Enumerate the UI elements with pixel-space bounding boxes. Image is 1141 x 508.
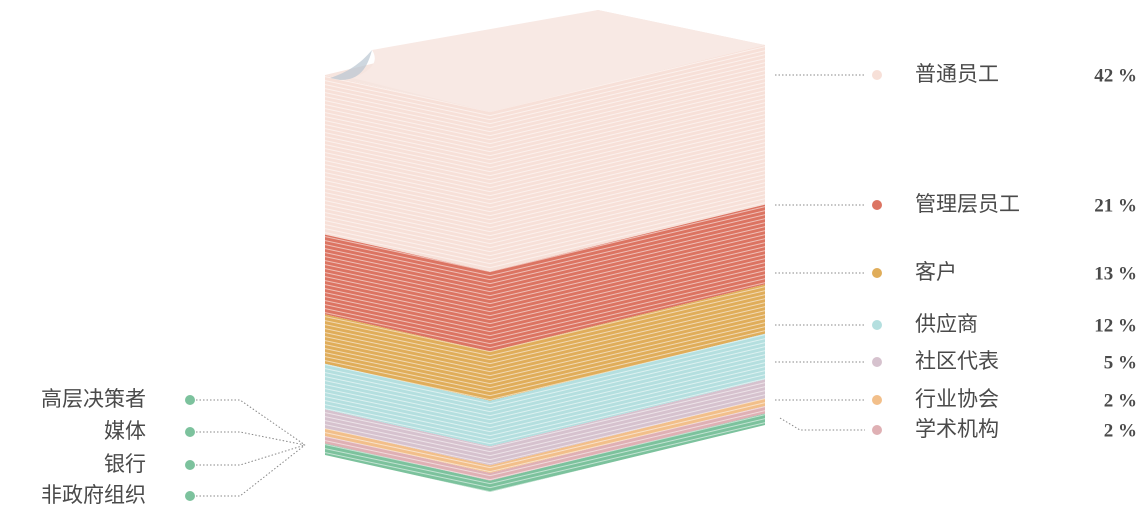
group-dot	[185, 460, 195, 470]
page-curl	[352, 10, 765, 112]
legend-label: 社区代表	[915, 349, 999, 373]
layer-front-stripes	[325, 234, 490, 352]
value-label: 2 %	[1104, 390, 1137, 411]
group-label: 非政府组织	[41, 483, 146, 507]
value-label: 21 %	[1094, 195, 1137, 216]
connector	[196, 431, 306, 446]
group-label: 高层决策者	[41, 387, 146, 411]
layer-front-stripes	[325, 443, 490, 492]
legend-dot	[872, 70, 882, 80]
group-dot	[185, 395, 195, 405]
layer-front-stripes	[325, 409, 490, 466]
layer-right-stripes	[490, 406, 765, 481]
group-dot	[185, 491, 195, 501]
legend-dot	[872, 357, 882, 367]
value-label: 12 %	[1094, 315, 1137, 336]
connector	[196, 444, 306, 466]
layer-right-stripes	[490, 45, 765, 272]
layer-right-stripes	[490, 379, 765, 466]
value-label: 13 %	[1094, 263, 1137, 284]
group-label: 银行	[104, 452, 146, 476]
labels: 普通员工 42 % 管理层员工 21 % 客户 13 % 供应商 12 % 社区代表 5 % 行业协…	[41, 62, 1137, 507]
value-label: 5 %	[1104, 352, 1137, 373]
value-label: 42 %	[1094, 65, 1137, 86]
layer-right-stripes	[490, 284, 765, 401]
connector	[196, 399, 306, 446]
legend-label: 行业协会	[915, 387, 999, 411]
group-label: 媒体	[104, 419, 146, 443]
legend-label: 普通员工	[915, 62, 999, 86]
legend-label: 客户	[915, 260, 957, 284]
layer-right-stripes	[490, 398, 765, 473]
layer-front-stripes	[325, 436, 490, 481]
curl-shadow	[330, 50, 372, 80]
stack	[325, 45, 765, 492]
legend-dot	[872, 200, 882, 210]
layer-right-stripes	[490, 204, 765, 352]
layer-front-stripes	[325, 75, 490, 272]
legend-label: 管理层员工	[915, 192, 1020, 216]
legend-label: 供应商	[915, 312, 978, 336]
legend-dot	[872, 395, 882, 405]
layer-front-stripes	[325, 314, 490, 401]
legend-dot	[872, 268, 882, 278]
legend-dot	[872, 320, 882, 330]
connector	[779, 417, 865, 431]
layer-right-stripes	[490, 333, 765, 447]
group-dot	[185, 427, 195, 437]
layer-right-stripes	[490, 413, 765, 492]
value-label: 2 %	[1104, 420, 1137, 441]
legend-dot	[872, 425, 882, 435]
layer-front-stripes	[325, 363, 490, 447]
connector	[196, 444, 306, 497]
legend-label: 学术机构	[915, 417, 999, 441]
layer-front-stripes	[325, 428, 490, 473]
